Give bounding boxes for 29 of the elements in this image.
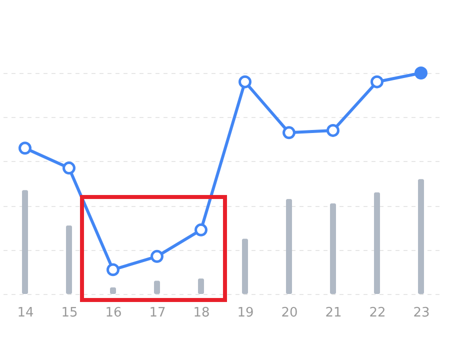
point (370, 75, 384, 88)
bar (154, 280, 160, 294)
point (326, 124, 340, 137)
x-tick-label: 14 (17, 306, 34, 320)
point (194, 223, 208, 236)
point (414, 66, 428, 80)
x-tick-label: 23 (413, 306, 430, 320)
point (18, 142, 32, 155)
x-tick-label: 18 (193, 306, 210, 320)
point (282, 126, 296, 140)
bar (242, 238, 248, 294)
point (238, 75, 252, 88)
point (150, 250, 164, 263)
point (62, 162, 76, 175)
x-tick-label: 19 (237, 306, 254, 320)
bar (374, 192, 380, 294)
bar (286, 198, 292, 294)
x-tick-label: 15 (61, 306, 78, 320)
x-tick-label: 22 (369, 306, 386, 320)
point (106, 263, 120, 276)
x-tick-label: 20 (281, 306, 298, 320)
x-tick-label: 21 (325, 306, 342, 320)
bar (198, 278, 204, 294)
bar (330, 203, 336, 294)
bar (66, 225, 72, 294)
x-tick-label: 16 (105, 306, 122, 320)
x-tick-label: 17 (149, 306, 166, 320)
bar (22, 190, 28, 294)
bar (418, 179, 424, 294)
